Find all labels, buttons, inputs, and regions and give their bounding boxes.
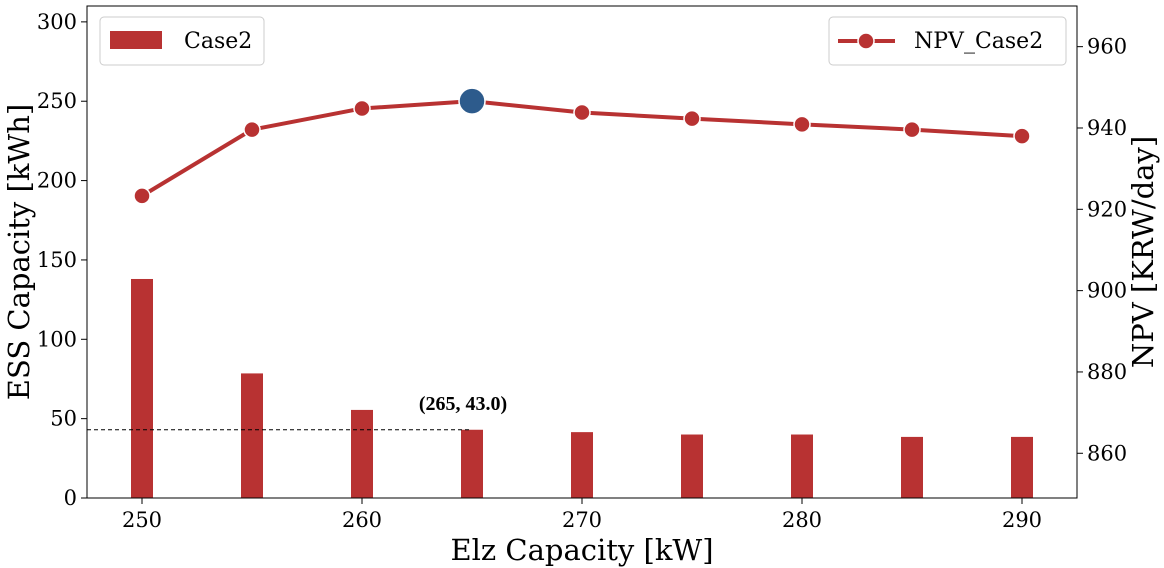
left-y-tick-label: 0 bbox=[64, 486, 77, 510]
x-tick-label: 260 bbox=[342, 508, 382, 532]
bar bbox=[571, 432, 593, 498]
bar bbox=[791, 434, 813, 498]
right-y-tick-label: 940 bbox=[1087, 116, 1127, 140]
highlight-annotation: (265, 43.0) bbox=[419, 393, 507, 415]
right-y-tick-label: 920 bbox=[1087, 197, 1127, 221]
left-y-tick-label: 250 bbox=[37, 89, 77, 113]
left-y-tick-label: 200 bbox=[37, 169, 77, 193]
left-y-tick-label: 300 bbox=[37, 10, 77, 34]
axis-layer: 0 50 100 150 200 250 300 860 880 900 920 940 960 250 2… bbox=[37, 5, 1127, 532]
npv-point bbox=[683, 109, 701, 128]
left-y-tick-label: 100 bbox=[37, 327, 77, 351]
left-y-tick-label: 150 bbox=[37, 248, 77, 272]
right-y-axis-title: NPV [KRW/day] bbox=[1126, 136, 1160, 368]
bar bbox=[461, 429, 483, 498]
npv-point bbox=[133, 187, 151, 205]
bar bbox=[681, 434, 703, 498]
npv-point bbox=[793, 115, 811, 134]
x-tick-label: 270 bbox=[562, 508, 602, 532]
npv-point bbox=[903, 120, 921, 139]
npv-point bbox=[1013, 127, 1031, 145]
plot-frame bbox=[86, 5, 1078, 499]
right-y-tick-label: 900 bbox=[1087, 279, 1127, 303]
npv-highlight-point bbox=[458, 87, 486, 115]
bar bbox=[351, 409, 373, 498]
right-y-tick-label: 880 bbox=[1087, 360, 1127, 384]
legend-line: NPV_Case2 bbox=[828, 16, 1067, 66]
npv-point bbox=[243, 120, 261, 139]
legend-bars-frame bbox=[99, 16, 265, 66]
legend-bars-swatch bbox=[110, 31, 162, 49]
bar bbox=[901, 436, 923, 498]
plot-layer bbox=[87, 87, 1033, 498]
npv-point bbox=[573, 103, 591, 122]
bar bbox=[131, 278, 153, 498]
x-tick-label: 250 bbox=[122, 508, 162, 532]
left-y-tick-label: 50 bbox=[50, 407, 77, 431]
bar bbox=[1011, 436, 1033, 498]
x-tick-label: 290 bbox=[1002, 508, 1042, 532]
npv-point bbox=[353, 99, 371, 118]
legend-line-frame bbox=[828, 16, 1067, 66]
x-axis-title: Elz Capacity [kW] bbox=[450, 533, 713, 567]
right-y-tick-label: 860 bbox=[1087, 441, 1127, 465]
legend-bars-label: Case2 bbox=[184, 29, 252, 54]
x-tick-label: 280 bbox=[782, 508, 822, 532]
bar bbox=[241, 373, 263, 498]
left-y-axis-title: ESS Capacity [kWh] bbox=[2, 104, 36, 400]
legend-line-label: NPV_Case2 bbox=[914, 29, 1043, 54]
legend-bars: Case2 bbox=[99, 16, 265, 66]
legend-line-marker bbox=[857, 32, 875, 50]
right-y-tick-label: 960 bbox=[1087, 35, 1127, 59]
